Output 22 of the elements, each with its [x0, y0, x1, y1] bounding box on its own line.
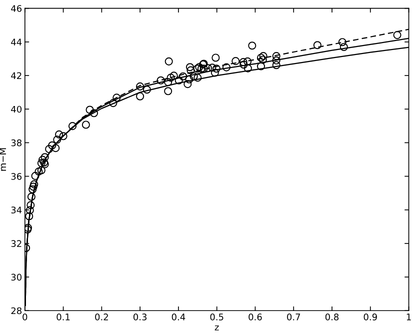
y-tick-label: 46: [11, 5, 22, 12]
y-tick-label: 34: [11, 206, 22, 214]
y-tick-label: 32: [11, 240, 22, 248]
x-tick-label: 0.5: [210, 314, 224, 320]
x-tick-label: 0.2: [95, 314, 108, 320]
x-tick-label: 0.7: [287, 314, 300, 320]
y-tick-label: 40: [11, 106, 22, 113]
x-tick-label: 0: [22, 314, 28, 320]
y-tick-label: 28: [11, 307, 22, 314]
x-tick-label: 0.8: [325, 314, 339, 320]
x-tick-label: 1: [406, 314, 411, 320]
y-tick-label: 38: [11, 139, 22, 146]
y-tick-label: 44: [11, 38, 22, 46]
x-tick-label: 0.4: [172, 314, 186, 320]
y-tick-label: 42: [11, 72, 22, 79]
y-tick-label: 36: [11, 173, 22, 180]
x-tick-label: 0.6: [248, 314, 262, 320]
x-axis-title: z: [214, 325, 219, 330]
x-tick-label: 0.9: [364, 314, 377, 320]
x-tick-label: 0.1: [56, 314, 70, 320]
x-tick-label: 0.3: [133, 314, 147, 320]
y-tick-label: 30: [11, 274, 22, 281]
